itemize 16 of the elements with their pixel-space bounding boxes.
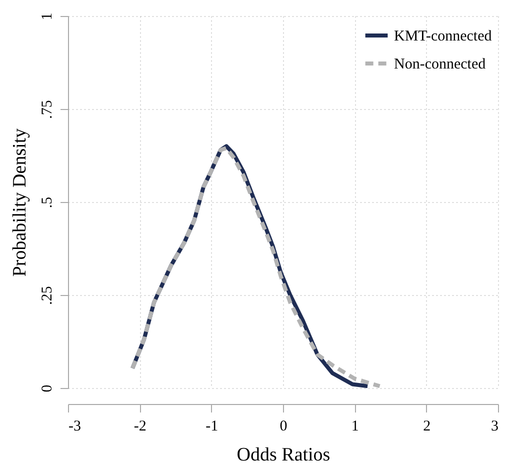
y-tick-label: .75 <box>40 100 56 119</box>
y-tick-label: 0 <box>40 384 56 392</box>
y-tick-label: .5 <box>40 196 56 208</box>
legend-label: KMT-connected <box>394 28 492 44</box>
y-axis-title: Probability Density <box>10 128 30 277</box>
x-axis-title: Odds Ratios <box>236 444 330 466</box>
y-tick-label: .25 <box>40 286 56 305</box>
x-tick-label: 1 <box>351 418 359 434</box>
x-tick-label: -1 <box>206 418 218 434</box>
legend-label: Non-connected <box>394 56 486 72</box>
x-tick-label: 3 <box>491 418 498 434</box>
x-tick-label: 2 <box>423 418 431 434</box>
y-tick-label: 1 <box>40 12 56 20</box>
x-tick-label: 0 <box>280 418 288 434</box>
x-tick-label: -2 <box>134 418 146 434</box>
x-tick-label: -3 <box>68 418 81 434</box>
